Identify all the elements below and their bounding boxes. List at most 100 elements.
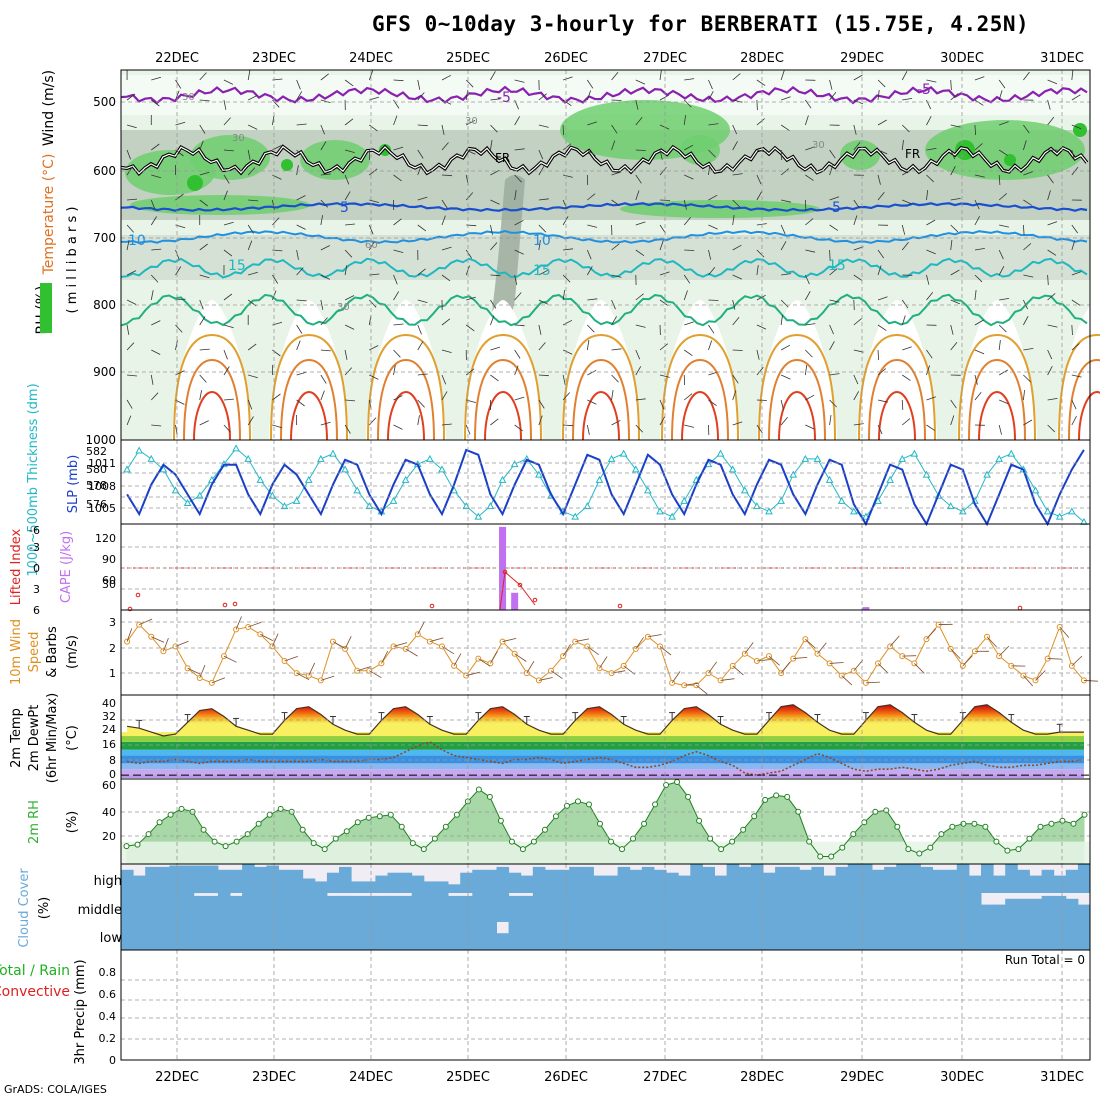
rh-point <box>663 781 670 788</box>
wind-barb <box>441 349 452 353</box>
wind-barb-10m <box>296 672 310 681</box>
cloud-cell-low <box>678 922 691 950</box>
wind-barb <box>223 174 230 184</box>
wind-barb <box>490 274 501 277</box>
rh-contour-label: 30 <box>812 140 825 151</box>
cloud-cell-high <box>230 869 243 893</box>
wind-barb <box>1047 293 1056 301</box>
wind-barb <box>829 341 835 351</box>
rh-contour-label: 30 <box>465 116 478 127</box>
wind-barb <box>175 121 186 126</box>
wind-barb <box>393 249 404 253</box>
cloud-cell-middle <box>435 893 449 922</box>
wind-barb <box>683 217 692 226</box>
cloud-cell-high <box>387 872 401 893</box>
wind-barb <box>296 123 307 126</box>
cloud-cell-middle <box>981 904 994 922</box>
wind-barb <box>732 374 739 384</box>
wind-barb <box>441 74 451 81</box>
temp-tick: 0 <box>109 768 116 781</box>
wind-barb <box>490 224 493 235</box>
wind-barb <box>538 240 541 251</box>
date-label-bottom: 31DEC <box>1040 1070 1084 1085</box>
wind-barb <box>1023 171 1033 176</box>
wind-barb <box>296 79 301 90</box>
cloud-cell-low <box>557 922 570 950</box>
wind-barb <box>611 99 622 101</box>
wind-barb <box>635 190 640 201</box>
wind-barb <box>974 76 985 81</box>
wind-barb <box>320 141 327 151</box>
cloud-cell-low <box>290 922 304 950</box>
wind-barb <box>805 249 816 253</box>
cloud-cell-middle <box>835 893 849 922</box>
rh-point <box>299 826 306 833</box>
wind-barb-10m <box>466 671 480 676</box>
wind-barb <box>466 296 476 301</box>
cloud-cell-low <box>654 922 667 950</box>
rh-point <box>993 838 1000 845</box>
cloud-cell-high <box>423 881 437 893</box>
wind-barb <box>974 349 985 355</box>
wind-barb-10m <box>223 655 237 663</box>
thickness-point <box>171 486 180 494</box>
thickness-point <box>656 507 664 515</box>
thickness-point <box>486 502 495 510</box>
cloud-cell-high <box>351 881 364 893</box>
wind-barb <box>877 149 888 155</box>
rh-point <box>817 853 824 860</box>
wind-barb <box>950 299 961 305</box>
wind-barb <box>635 99 639 110</box>
cloud-cell-low <box>460 922 473 950</box>
wind-barb <box>369 299 377 308</box>
label-2m-temp: 2m Temp <box>9 708 24 768</box>
wind-barb <box>320 421 331 426</box>
cloud-cell-middle <box>581 893 594 922</box>
cloud-cell-low <box>133 922 146 950</box>
wind-barb-10m <box>490 651 498 664</box>
pressure-tick: 1000 <box>85 433 116 447</box>
cloud-cell-low <box>738 922 752 950</box>
wind-barb <box>780 315 783 326</box>
thickness-point <box>983 470 991 478</box>
cloud-cell-high <box>823 875 837 893</box>
wind-barb <box>708 123 719 126</box>
isotherm-label: 15 <box>828 258 846 274</box>
wind-barb-10m <box>478 658 491 667</box>
wind-barb <box>1071 399 1077 410</box>
wind-barb <box>126 299 137 305</box>
label-convective: Convective <box>0 984 70 1000</box>
cloud-cell-low <box>448 922 461 950</box>
wind-barb <box>877 424 883 435</box>
warm-isotherm-loop <box>173 333 251 441</box>
date-label-bottom: 26DEC <box>544 1070 588 1085</box>
wind-barb-10m <box>853 659 864 671</box>
wind-barb-10m <box>272 633 279 647</box>
warm-isotherm-loop <box>768 358 826 441</box>
warm-isotherm-loop <box>193 390 231 441</box>
wind-barb <box>901 124 910 133</box>
lifted-index-point <box>1017 605 1023 611</box>
cloud-cell-high <box>145 866 158 893</box>
wind-barb-10m <box>756 659 771 662</box>
cloud-cell-middle <box>896 893 909 922</box>
rh-point <box>1037 823 1044 830</box>
cape-tick: 60 <box>102 574 116 587</box>
thickness-point <box>765 507 773 515</box>
lifted-index-point <box>617 603 623 609</box>
cloud-cell-low <box>641 922 655 950</box>
rh-point <box>850 831 857 838</box>
wind-barb-10m <box>550 670 563 680</box>
wind-barb <box>1071 70 1074 81</box>
cloud-cell-high <box>569 866 582 893</box>
wind-barb <box>1047 349 1053 360</box>
wind-barb <box>1047 221 1058 226</box>
wind-barb <box>514 292 522 301</box>
cloud-cell-low <box>520 922 534 950</box>
wind-barb-10m <box>151 636 165 643</box>
pressure-tick: 700 <box>93 231 116 245</box>
wind-barb <box>756 174 762 185</box>
rh-point <box>475 786 482 793</box>
rh-high-blob <box>187 175 203 191</box>
wind-barb <box>805 218 814 226</box>
